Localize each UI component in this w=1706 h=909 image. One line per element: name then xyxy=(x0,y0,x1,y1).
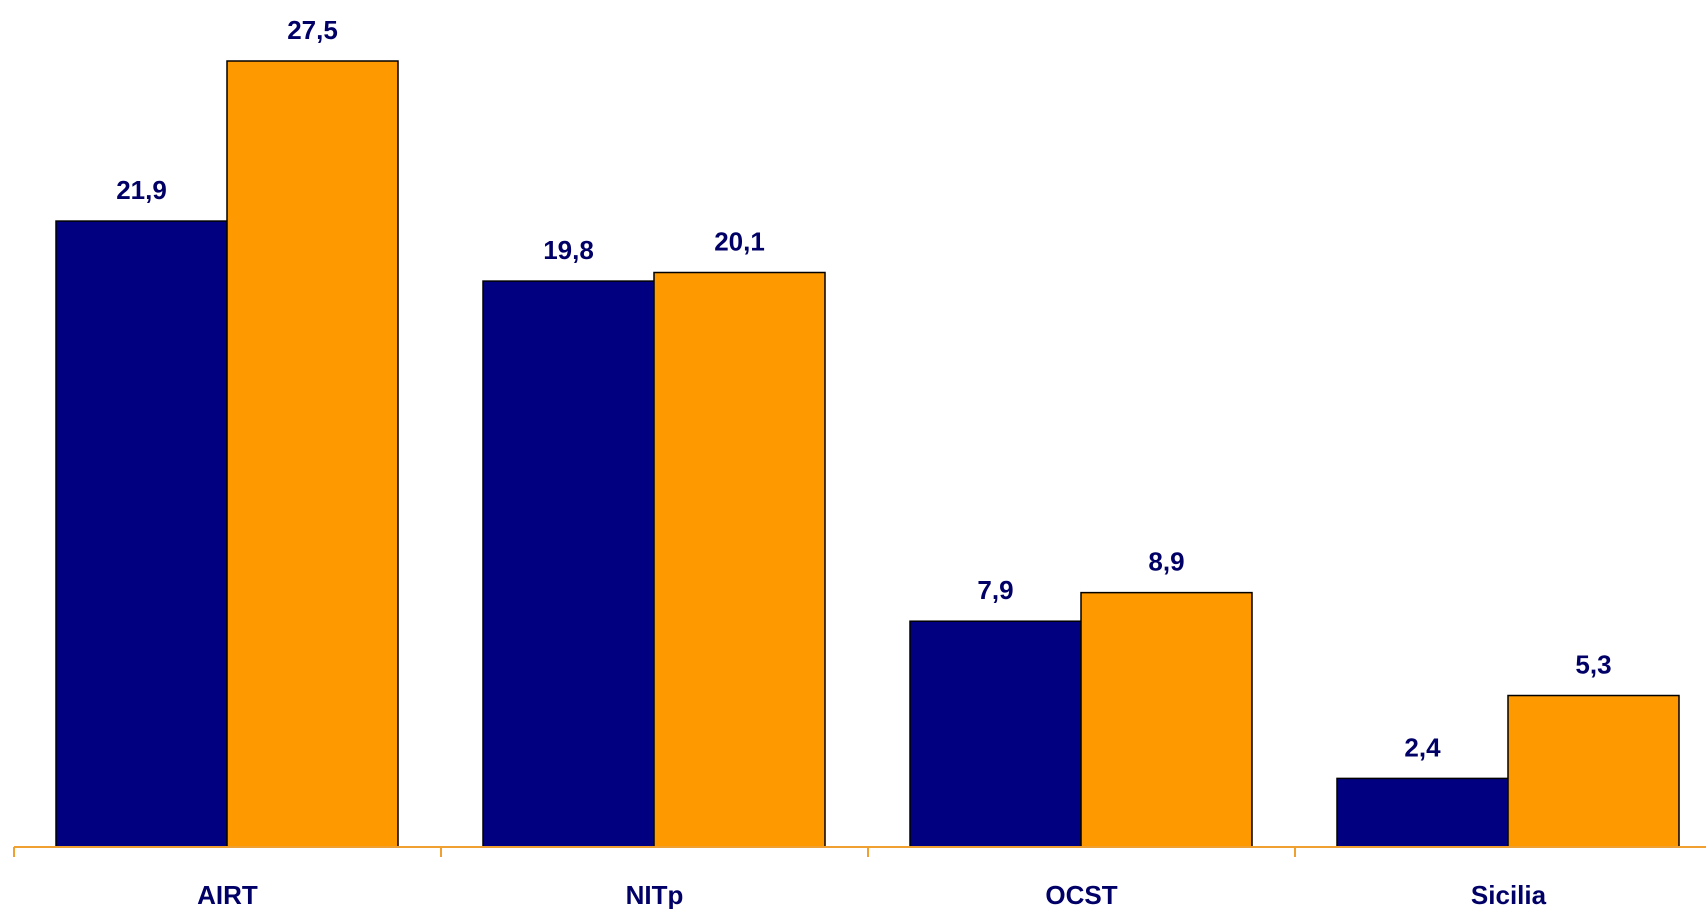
bar-ocst-series-1 xyxy=(909,620,1082,848)
bar-nitp-series-2 xyxy=(653,271,826,848)
bar-nitp-series-1 xyxy=(482,280,655,848)
bars-group xyxy=(55,60,1680,848)
value-label-ocst-series-1: 7,9 xyxy=(977,575,1013,605)
value-label-airt-series-2: 27,5 xyxy=(287,15,338,45)
bar-ocst-series-2 xyxy=(1080,591,1253,848)
bar-airt-series-1 xyxy=(55,220,228,848)
x-axis xyxy=(13,846,1706,857)
bar-sicilia-series-1 xyxy=(1336,777,1509,848)
category-labels-group: AIRT NITp OCST Sicilia xyxy=(197,880,1546,909)
value-label-nitp-series-2: 20,1 xyxy=(714,227,765,257)
category-label-nitp: NITp xyxy=(626,880,684,909)
value-label-sicilia-series-1: 2,4 xyxy=(1404,732,1441,762)
category-label-sicilia: Sicilia xyxy=(1471,880,1547,909)
value-label-airt-series-1: 21,9 xyxy=(116,175,167,205)
value-labels-group: 21,9 27,5 19,8 20,1 7,9 8,9 2,4 5,3 xyxy=(116,15,1611,762)
value-label-ocst-series-2: 8,9 xyxy=(1148,547,1184,577)
category-label-airt: AIRT xyxy=(197,880,258,909)
value-label-sicilia-series-2: 5,3 xyxy=(1575,650,1611,680)
value-label-nitp-series-1: 19,8 xyxy=(543,235,594,265)
bar-sicilia-series-2 xyxy=(1507,694,1680,848)
bar-airt-series-2 xyxy=(226,60,399,848)
category-label-ocst: OCST xyxy=(1045,880,1117,909)
